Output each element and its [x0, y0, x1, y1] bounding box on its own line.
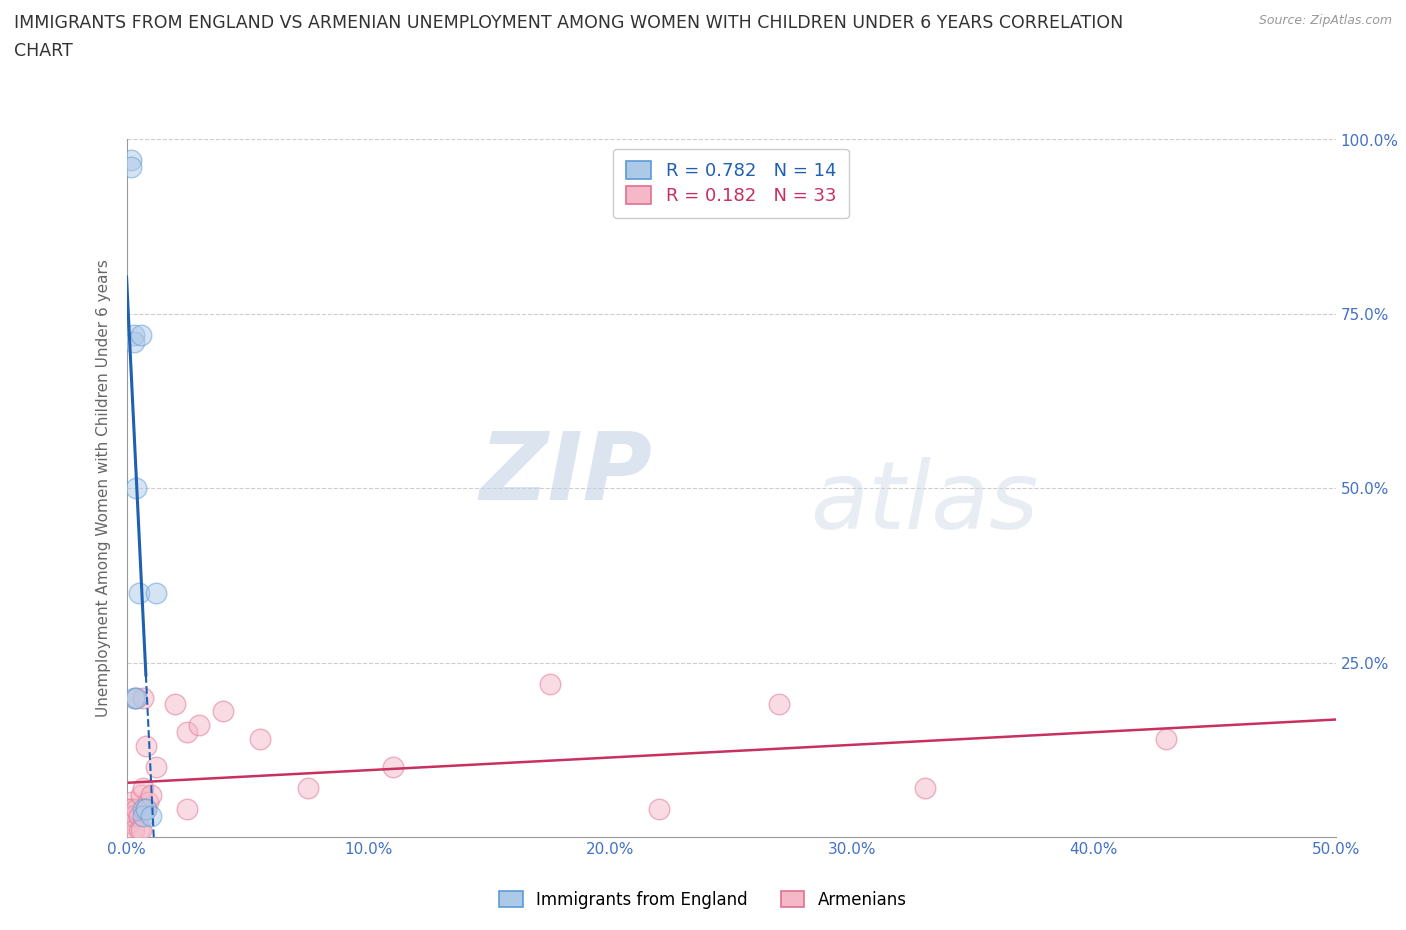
Point [538, 676, 561, 691]
Point [129, 788, 152, 803]
Point [120, 794, 142, 809]
Point [1156, 732, 1178, 747]
Point [120, 160, 142, 175]
Point [118, 802, 141, 817]
Point [120, 153, 142, 168]
Point [132, 781, 155, 796]
Point [163, 698, 186, 712]
Point [128, 586, 150, 601]
Point [125, 690, 148, 705]
Point [176, 725, 198, 740]
Point [128, 809, 150, 824]
Point [139, 788, 162, 803]
Text: Source: ZipAtlas.com: Source: ZipAtlas.com [1258, 14, 1392, 27]
Point [145, 586, 167, 601]
Point [122, 823, 145, 838]
Point [188, 718, 211, 733]
Point [132, 809, 155, 824]
Point [122, 809, 145, 824]
Point [647, 802, 669, 817]
Point [132, 802, 155, 817]
Point [135, 802, 157, 817]
Point [145, 760, 167, 775]
Point [122, 334, 145, 349]
Point [125, 690, 148, 705]
Legend: R = 0.782   N = 14, R = 0.182   N = 33: R = 0.782 N = 14, R = 0.182 N = 33 [613, 149, 849, 218]
Point [135, 738, 157, 753]
Point [120, 809, 142, 824]
Point [212, 704, 235, 719]
Point [122, 690, 145, 705]
Point [381, 760, 404, 775]
Text: IMMIGRANTS FROM ENGLAND VS ARMENIAN UNEMPLOYMENT AMONG WOMEN WITH CHILDREN UNDER: IMMIGRANTS FROM ENGLAND VS ARMENIAN UNEM… [14, 14, 1123, 32]
Point [125, 481, 148, 496]
Text: CHART: CHART [14, 42, 73, 60]
Point [139, 809, 162, 824]
Point [122, 327, 145, 342]
Point [118, 816, 141, 830]
Point [768, 698, 790, 712]
Point [129, 823, 152, 838]
Point [128, 823, 150, 838]
Point [129, 327, 152, 342]
Text: atlas: atlas [810, 457, 1038, 548]
Point [914, 781, 936, 796]
Text: ZIP: ZIP [479, 429, 652, 520]
Point [135, 802, 157, 817]
Point [297, 781, 319, 796]
Point [176, 802, 198, 817]
Point [136, 794, 159, 809]
Legend: Immigrants from England, Armenians: Immigrants from England, Armenians [491, 883, 915, 917]
Y-axis label: Unemployment Among Women with Children Under 6 years: Unemployment Among Women with Children U… [96, 259, 111, 717]
Point [120, 802, 142, 817]
Point [132, 690, 155, 705]
Point [249, 732, 271, 747]
Point [125, 802, 148, 817]
